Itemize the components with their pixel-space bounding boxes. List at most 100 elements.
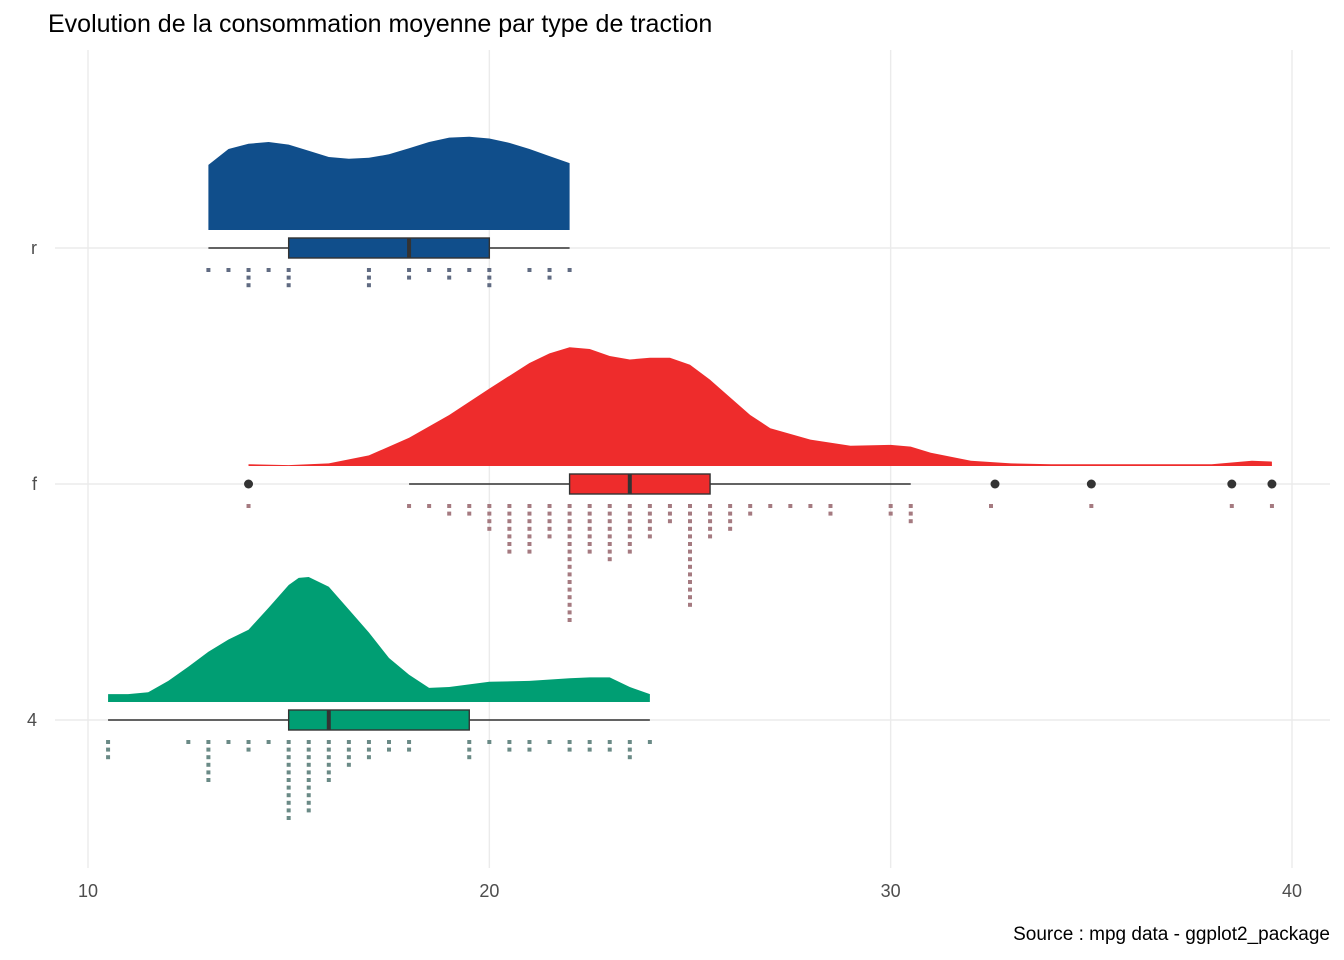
rain-dot-r [487,268,492,272]
rain-dot-4 [326,770,331,775]
y-tick-label: 4 [27,710,37,730]
rain-dot-4 [306,793,311,798]
rain-dot-f [467,511,472,516]
rain-dot-4 [286,755,291,760]
rain-dot-f [688,602,692,607]
rain-dot-f [647,526,652,531]
rain-dot-f [627,504,632,508]
y-tick-label: f [32,474,38,494]
rain-dot-4 [206,740,211,744]
rain-dot-f [407,504,412,508]
rain-dot-f [688,519,692,524]
rain-dot-4 [527,747,532,752]
rain-dot-r [246,268,251,272]
rain-dot-f [567,557,572,562]
rain-dot-f [647,534,652,539]
rain-dot-4 [286,740,291,744]
rain-dot-4 [407,747,412,752]
rain-dot-4 [387,747,391,752]
rain-dot-f [507,519,512,524]
rain-dot-4 [326,762,331,767]
rain-dot-r [366,283,371,288]
rain-dot-f [908,504,913,508]
rain-dot-f [688,534,692,539]
rain-dot-f [487,526,492,531]
rain-dot-4 [286,762,291,767]
x-axis-ticks: 10 20 30 40 [78,881,1302,901]
rain-dot-f [607,534,612,539]
rain-dot-f [607,511,612,516]
rain-dot-f [688,549,692,554]
rain-dot-f [607,557,612,562]
rain-dot-r [527,268,532,272]
rain-dot-f [667,511,672,516]
rain-dot-4 [467,747,472,752]
rain-dot-f [1089,504,1094,508]
rain-dot-4 [286,770,291,775]
rain-dot-r [266,268,271,272]
rain-dot-4 [226,740,231,744]
rain-dot-4 [326,778,331,782]
rain-dot-4 [647,740,652,744]
chart-title: Evolution de la consommation moyenne par… [48,10,713,38]
rain-dot-4 [206,770,211,775]
rain-dot-4 [306,785,311,790]
dot-rain [106,268,1274,820]
rain-dot-f [567,504,572,508]
rain-dot-4 [587,740,592,744]
rain-dot-4 [306,755,311,760]
rain-dot-4 [206,778,211,782]
rain-dot-f [567,580,572,584]
rain-dot-f [728,526,733,531]
outlier-f [1086,479,1096,489]
rain-dot-f [808,504,813,508]
y-tick-label: r [31,238,37,258]
rain-dot-r [407,275,412,280]
rain-dot-f [828,504,833,508]
rain-dot-f [607,504,612,508]
rain-dot-f [688,580,692,584]
rain-dot-f [447,511,452,516]
rain-dot-4 [306,808,311,813]
rain-dot-r [487,283,492,288]
x-tick-label: 10 [78,881,98,901]
rain-dot-4 [627,747,632,752]
rain-dot-f [688,504,692,508]
rain-dot-f [607,542,612,546]
rain-dot-r [206,268,211,272]
rain-dot-4 [487,740,492,744]
rain-dot-4 [306,770,311,775]
rain-dot-f [647,504,652,508]
rain-dot-r [286,283,291,288]
rain-dot-f [688,542,692,546]
rain-dot-f [567,572,572,577]
rain-dot-f [748,511,753,516]
rain-dot-4 [547,740,552,744]
rain-dot-f [728,519,733,524]
rain-dot-f [728,511,733,516]
rain-dot-r [547,268,552,272]
rain-dot-f [587,519,592,524]
rain-dot-4 [407,740,412,744]
rain-dot-4 [507,747,512,752]
rain-dot-4 [206,755,211,760]
rain-dot-f [587,549,592,554]
rain-dot-f [567,519,572,524]
rain-dot-f [627,549,632,554]
rain-dot-r [487,275,492,280]
rain-dot-f [507,511,512,516]
rain-dot-f [688,595,692,600]
rain-dot-r [246,283,251,288]
rain-dot-4 [387,740,391,744]
rain-dot-4 [306,740,311,744]
rain-dot-f [688,587,692,592]
box-r [287,237,491,259]
rain-dot-4 [607,740,612,744]
outlier-f [244,479,254,489]
boxplots [108,237,1277,731]
rain-dot-4 [467,755,472,760]
rain-dot-4 [206,747,211,752]
rain-dot-4 [607,747,612,752]
rain-dot-4 [467,740,472,744]
rain-dot-4 [567,747,572,752]
